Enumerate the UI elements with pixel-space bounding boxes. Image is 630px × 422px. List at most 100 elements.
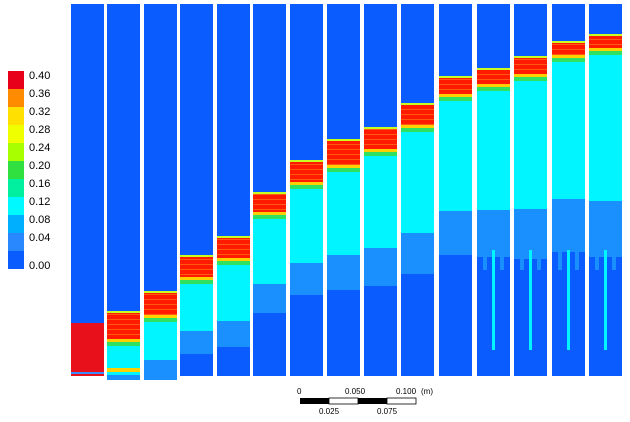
scale-label-0100: 0.100 <box>396 387 417 396</box>
legend-label-016: 0.16 <box>29 178 51 190</box>
scale-label-0: 0 <box>297 387 302 396</box>
legend-swatch-020 <box>8 161 24 179</box>
legend-label-004: 0.04 <box>29 232 51 244</box>
light-blue-region <box>290 263 323 295</box>
scale-label-0025: 0.025 <box>319 407 340 416</box>
legend-label-024: 0.24 <box>29 142 51 154</box>
transition-yellow <box>107 339 140 342</box>
legend-swatch-028 <box>8 125 24 143</box>
hot-layer <box>290 162 323 182</box>
snapshot-panel <box>477 4 510 376</box>
hot-layer <box>107 313 140 339</box>
legend-swatch-000 <box>8 251 24 269</box>
front-line <box>327 139 360 141</box>
bottom-edge <box>71 372 104 374</box>
legend-swatch-036 <box>8 89 24 107</box>
transition-yellow <box>401 125 434 128</box>
bottom-yellow <box>107 368 140 372</box>
cyan-region <box>364 156 397 248</box>
front-line <box>290 160 323 162</box>
transition-yellow <box>253 212 286 215</box>
front-line <box>514 56 547 58</box>
front-line <box>144 291 177 293</box>
hot-layer <box>364 129 397 149</box>
front-line <box>180 255 213 257</box>
transition-green <box>180 280 213 284</box>
side-finger <box>595 240 599 270</box>
color-legend: 0.40 0.36 0.32 0.28 0.24 0.20 0.16 0.12 … <box>0 0 60 300</box>
front-line <box>439 76 472 78</box>
side-finger <box>500 240 504 270</box>
transition-yellow <box>552 55 585 58</box>
snapshot-panel <box>364 4 397 376</box>
scale-bar: 0 0.050 0.100 (m) 0.025 0.075 <box>0 380 630 422</box>
plume-finger <box>567 250 570 350</box>
transition-yellow <box>217 258 250 261</box>
cyan-region <box>589 55 622 201</box>
snapshot-panel <box>217 4 250 376</box>
cyan-region <box>290 189 323 263</box>
transition-green <box>401 128 434 132</box>
light-blue-region <box>217 321 250 347</box>
legend-label-028: 0.28 <box>29 124 51 136</box>
light-blue-region <box>589 201 622 257</box>
panel-background <box>253 4 286 376</box>
front-line <box>589 34 622 36</box>
hot-layer <box>217 238 250 258</box>
cyan-region <box>253 219 286 284</box>
transition-green <box>217 261 250 265</box>
cyan-region <box>144 322 177 360</box>
plume-finger <box>492 250 495 350</box>
transition-green <box>589 51 622 55</box>
transition-green <box>144 318 177 322</box>
snapshot-panel <box>180 4 213 376</box>
legend-swatch-024 <box>8 143 24 161</box>
legend-label-032: 0.32 <box>29 106 51 118</box>
light-blue-region <box>180 331 213 354</box>
simulation-snapshot-panels <box>71 4 622 380</box>
snapshot-panel <box>327 4 360 376</box>
hot-layer <box>71 323 104 376</box>
transition-yellow <box>439 94 472 97</box>
front-line <box>477 68 510 70</box>
legend-label-008: 0.08 <box>29 214 51 226</box>
light-blue-region <box>107 375 140 380</box>
hot-layer <box>514 58 547 74</box>
side-finger <box>558 240 562 270</box>
legend-swatch-004 <box>8 233 24 251</box>
side-finger <box>520 240 524 270</box>
front-line <box>107 311 140 313</box>
front-line <box>253 192 286 194</box>
hot-layer <box>477 70 510 84</box>
side-finger <box>575 240 579 270</box>
front-line <box>552 41 585 43</box>
transition-green <box>439 97 472 101</box>
light-blue-region <box>327 255 360 290</box>
plume-finger <box>529 250 532 350</box>
light-blue-region <box>552 199 585 252</box>
hot-layer <box>327 141 360 165</box>
light-blue-region <box>364 248 397 286</box>
transition-yellow <box>477 84 510 87</box>
transition-yellow <box>144 315 177 318</box>
cyan-region <box>401 132 434 233</box>
transition-green <box>290 185 323 189</box>
legend-swatch-040 <box>8 71 24 89</box>
cyan-region <box>477 91 510 210</box>
scale-bar-graphic <box>300 397 417 405</box>
side-finger <box>537 240 541 270</box>
cyan-region <box>514 81 547 209</box>
side-finger <box>483 240 487 270</box>
front-line <box>364 127 397 129</box>
snapshot-panel <box>401 4 434 376</box>
legend-label-012: 0.12 <box>29 196 51 208</box>
hot-layer <box>439 78 472 94</box>
snapshot-panel <box>107 4 140 380</box>
legend-label-020: 0.20 <box>29 160 51 172</box>
hot-layer <box>253 194 286 212</box>
snapshot-panel <box>514 4 547 376</box>
transition-green <box>327 168 360 172</box>
transition-yellow <box>180 277 213 280</box>
hot-layer <box>180 257 213 277</box>
transition-green <box>364 152 397 156</box>
